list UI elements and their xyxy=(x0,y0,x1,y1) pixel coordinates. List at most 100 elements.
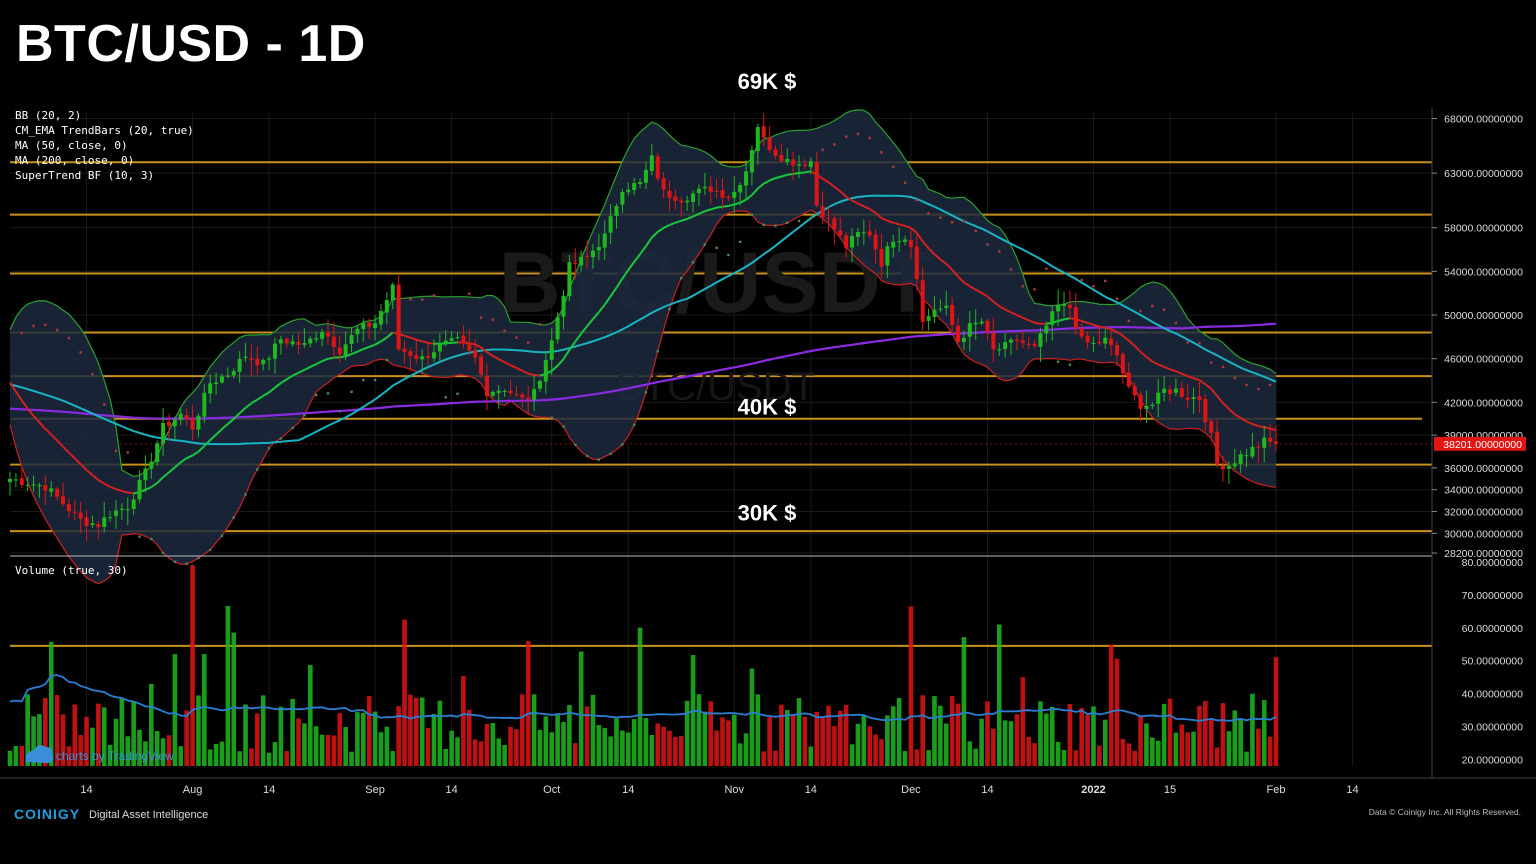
ema20-segment xyxy=(1216,395,1224,404)
indicator-label: MA (50, close, 0) xyxy=(15,139,128,152)
ema20-segment xyxy=(663,224,670,229)
bollinger-band-fill xyxy=(10,109,1276,584)
volume-bar xyxy=(808,746,814,766)
ema20-segment xyxy=(309,363,317,368)
candle-body xyxy=(1038,333,1043,347)
volume-bar xyxy=(372,711,378,766)
candle-body xyxy=(932,309,937,318)
ema20-segment xyxy=(127,491,134,495)
ema20-segment xyxy=(1204,383,1212,390)
volume-bar xyxy=(160,738,166,766)
candle-body xyxy=(202,392,207,417)
x-tick-label: Dec xyxy=(901,784,921,796)
x-tick-label: 14 xyxy=(981,784,993,796)
volume-bar xyxy=(643,718,649,766)
volume-bar xyxy=(349,751,354,766)
ema20-segment xyxy=(692,212,700,218)
candle-body xyxy=(184,415,189,420)
volume-bar xyxy=(514,729,519,766)
ema20-segment xyxy=(209,433,217,441)
volume-tick-label: 70.00000000 xyxy=(1462,590,1523,602)
volume-bar xyxy=(284,750,290,766)
supertrend-dot xyxy=(738,240,742,244)
volume-bar xyxy=(602,728,608,766)
volume-bar xyxy=(490,723,496,766)
volume-bar xyxy=(1055,741,1061,766)
volume-bar xyxy=(678,736,684,766)
ema20-segment xyxy=(321,357,329,363)
candle-body xyxy=(832,218,837,230)
ema20-segment xyxy=(798,171,806,175)
candle-body xyxy=(614,206,619,216)
candle-body xyxy=(1244,455,1249,457)
ema20-segment xyxy=(645,236,653,247)
volume-bar xyxy=(1026,736,1031,766)
supertrend-dot xyxy=(750,213,754,216)
volume-bar xyxy=(649,735,655,766)
candle-body xyxy=(1156,392,1161,404)
candle-body xyxy=(49,488,54,492)
candle-body xyxy=(378,311,383,325)
supertrend-dot xyxy=(797,219,801,223)
supertrend-dot xyxy=(55,328,59,332)
supertrend-dot xyxy=(150,537,153,541)
volume-bar xyxy=(932,696,937,766)
candle-body xyxy=(37,485,42,487)
candle-body xyxy=(290,341,295,345)
volume-bar xyxy=(337,713,343,766)
candle-body xyxy=(1109,338,1114,346)
candle-body xyxy=(1197,396,1202,400)
ema20-segment xyxy=(203,439,211,447)
candle-body xyxy=(496,390,501,393)
ema20-segment xyxy=(250,398,258,405)
supertrend-dot xyxy=(1092,285,1095,288)
ema20-segment xyxy=(79,463,88,471)
candle-body xyxy=(638,182,643,185)
ema20-segment xyxy=(981,291,989,298)
candle-body xyxy=(520,394,525,398)
ema20-segment xyxy=(915,232,924,242)
x-tick-label: 15 xyxy=(1164,784,1176,796)
ema20-segment xyxy=(168,466,176,474)
candle-body xyxy=(950,304,955,326)
supertrend-dot xyxy=(197,556,200,560)
candle-body xyxy=(1232,463,1237,467)
x-tick-label: 14 xyxy=(1346,784,1358,796)
ema20-segment xyxy=(351,350,358,356)
current-price-label: 38201.00000000 xyxy=(1443,439,1522,451)
volume-bar xyxy=(249,748,254,766)
candle-body xyxy=(543,360,548,382)
indicator-label: SuperTrend BF (10, 3) xyxy=(15,169,154,182)
volume-bar xyxy=(696,694,702,766)
ema20-segment xyxy=(480,346,488,353)
ema20-segment xyxy=(268,386,276,394)
ema20-segment xyxy=(421,340,429,344)
ema20-segment xyxy=(556,358,565,367)
candle-body xyxy=(13,479,18,481)
candle-body xyxy=(1262,437,1267,448)
candle-body xyxy=(561,295,566,317)
ema20-segment xyxy=(827,181,835,188)
ema20-segment xyxy=(881,217,888,222)
candle-body xyxy=(1009,339,1014,343)
candle-body xyxy=(991,332,996,350)
supertrend-dot xyxy=(503,329,506,332)
candle-body xyxy=(43,485,48,491)
volume-bar xyxy=(184,710,189,766)
ema20-segment xyxy=(639,245,647,255)
ema20-segment xyxy=(274,382,282,389)
volume-bar xyxy=(137,729,142,766)
supertrend-dot xyxy=(303,414,306,417)
candle-body xyxy=(1020,340,1025,344)
ema20-segment xyxy=(698,210,706,215)
volume-bar xyxy=(266,752,272,766)
x-tick-label: 14 xyxy=(263,784,275,796)
candle-body xyxy=(31,484,36,486)
ema20-segment xyxy=(527,372,535,376)
volume-bar xyxy=(290,698,295,766)
candle-body xyxy=(643,169,648,183)
x-tick-label: 14 xyxy=(80,784,92,796)
volume-tick-label: 80.00000000 xyxy=(1462,557,1523,569)
candle-body xyxy=(867,231,872,236)
